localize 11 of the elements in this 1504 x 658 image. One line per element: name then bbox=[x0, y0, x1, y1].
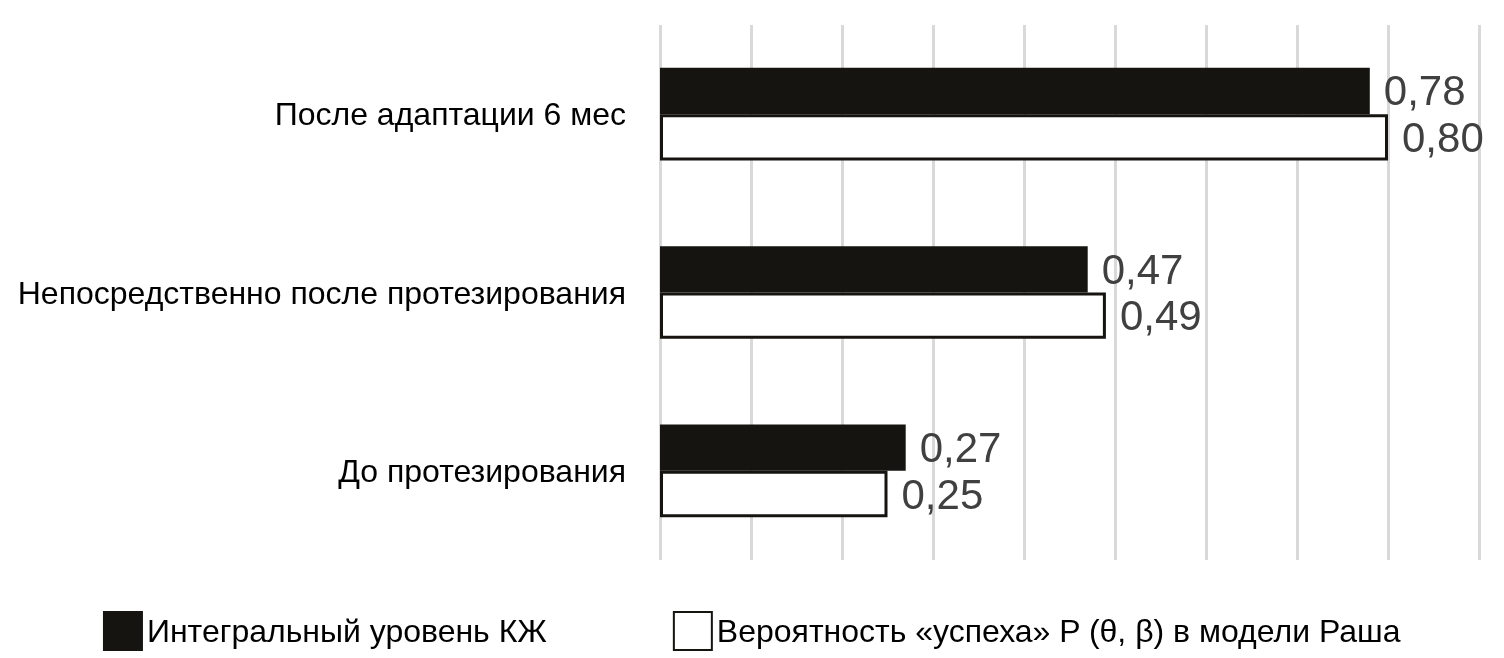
data-label: 0,25 bbox=[901, 470, 984, 518]
y-tick-label: После адаптации 6 мес bbox=[274, 96, 626, 133]
y-tick-label: До протезирования bbox=[338, 452, 626, 489]
data-label: 0,78 bbox=[1383, 67, 1466, 115]
legend-label: Интегральный уровень КЖ bbox=[146, 613, 548, 649]
y-tick-label: Непосредственно после протезирования bbox=[17, 274, 626, 311]
data-label: 0,80 bbox=[1402, 113, 1484, 161]
data-label: 0,49 bbox=[1119, 292, 1202, 340]
data-label: 0,47 bbox=[1101, 245, 1184, 293]
legend-label: Вероятность «успеха» P (θ, β) в модели Раша bbox=[716, 613, 1401, 649]
data-label: 0,27 bbox=[919, 424, 1002, 472]
